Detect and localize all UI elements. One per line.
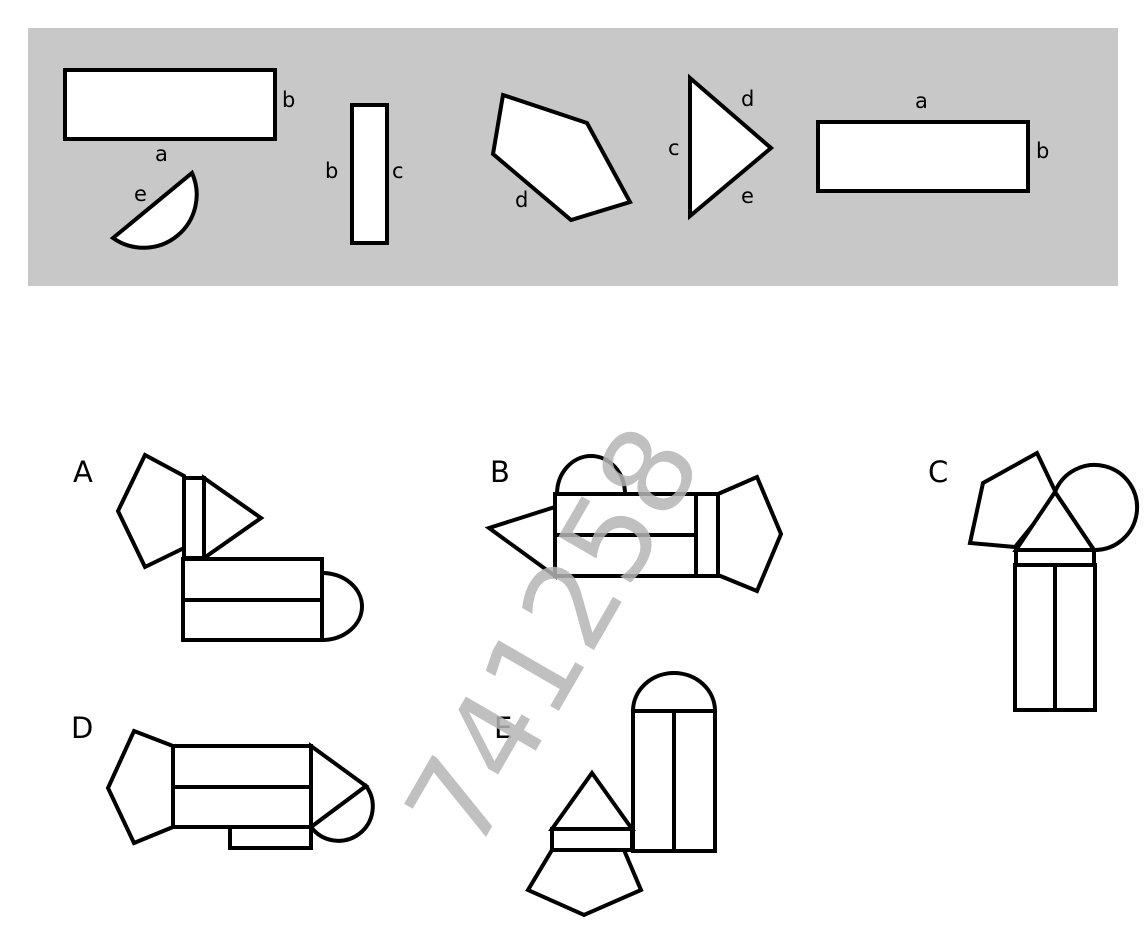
option-c-semicircle [1052, 463, 1140, 553]
piece-pentagon-label-d: d [515, 188, 528, 212]
option-a-triangle [202, 474, 265, 562]
option-a-narrow-rect [182, 476, 206, 560]
option-d-pentagon [105, 728, 175, 846]
piece-rect-wide-right-label-a: a [915, 89, 928, 113]
option-e-triangle [548, 769, 636, 831]
piece-rect-wide-top: b a [63, 68, 295, 166]
option-d-narrow-rect [228, 825, 313, 850]
piece-semicircle-label-e: e [134, 182, 147, 206]
piece-rect-wide-top-label-a: a [155, 142, 168, 166]
piece-triangle-label-c: c [668, 136, 680, 160]
option-d-semicircle [308, 783, 375, 843]
option-e-rect-right [672, 709, 717, 853]
option-b-label: B [490, 455, 510, 489]
option-b-semicircle [554, 454, 628, 496]
option-b-rect-top [553, 492, 698, 537]
option-c-label: C [928, 455, 948, 489]
option-a-semicircle [320, 570, 364, 643]
piece-rect-wide-top-label-b: b [282, 88, 295, 112]
piece-triangle: c d e [668, 73, 775, 221]
option-d-rect-top [171, 744, 313, 789]
option-e-semicircle [630, 671, 718, 713]
option-a[interactable]: A [73, 452, 364, 643]
option-a-pentagon [115, 452, 186, 570]
option-a-rect-top [181, 557, 324, 602]
option-c[interactable]: C [928, 450, 1140, 712]
piece-pentagon: d [490, 92, 633, 223]
pieces-panel: b a e b c d c d e a b [28, 28, 1118, 286]
option-e-pentagon [525, 848, 644, 918]
piece-rect-narrow-label-c: c [392, 159, 404, 183]
option-b-rect-bottom [553, 533, 698, 578]
option-a-label: A [73, 455, 93, 489]
piece-semicircle: e [109, 169, 199, 250]
option-b-narrow-rect [694, 492, 720, 578]
option-b-pentagon [716, 474, 784, 594]
option-d[interactable]: D [71, 711, 375, 850]
option-e-narrow-rect [550, 827, 634, 852]
option-c-rect-left [1013, 563, 1057, 712]
piece-rect-wide-right: a b [816, 89, 1049, 193]
piece-triangle-label-e: e [741, 184, 754, 208]
option-b[interactable]: B [484, 454, 784, 594]
option-c-rect-right [1053, 563, 1097, 712]
piece-rect-wide-right-label-b: b [1036, 139, 1049, 163]
option-e[interactable]: E [494, 671, 718, 918]
option-d-rect-bottom [171, 785, 313, 829]
option-a-rect-bottom [181, 598, 324, 642]
piece-rect-narrow: b c [325, 103, 404, 245]
option-e-label: E [494, 711, 512, 745]
option-d-label: D [71, 711, 93, 745]
option-e-rect-left [631, 709, 676, 853]
piece-triangle-label-d: d [741, 87, 754, 111]
piece-rect-narrow-label-b: b [325, 159, 338, 183]
